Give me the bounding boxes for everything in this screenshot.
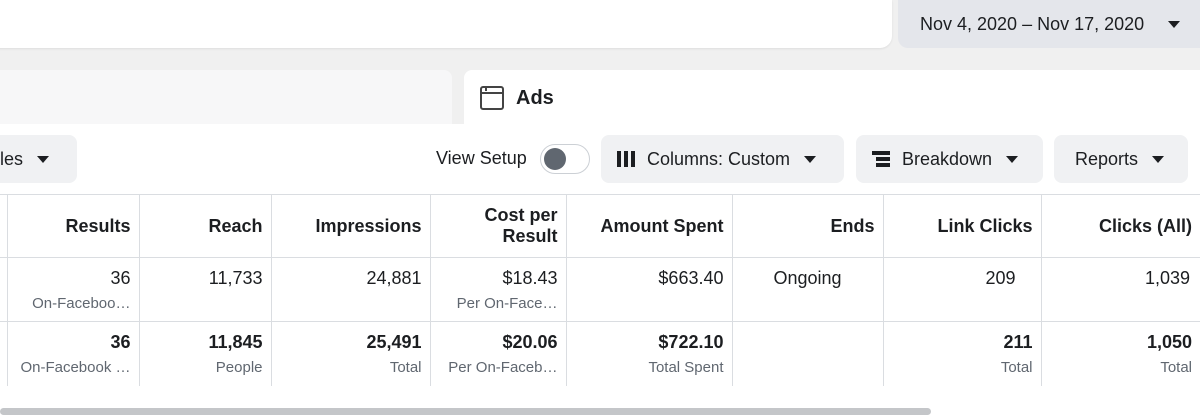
cell-value: $722.10: [658, 332, 724, 352]
chevron-down-icon: [1152, 155, 1165, 163]
columns-icon: [617, 151, 635, 167]
tab-ad-sets[interactable]: [0, 70, 452, 126]
date-range-picker[interactable]: Nov 4, 2020 – Nov 17, 2020: [898, 0, 1200, 48]
cell-value: 211: [1003, 332, 1033, 352]
table-cell: 209: [883, 257, 1042, 322]
search-bar[interactable]: [0, 0, 892, 48]
cell-value: $18.43: [502, 268, 558, 288]
view-setup-label: View Setup: [436, 148, 527, 168]
cell-subtext: Total: [389, 359, 422, 376]
ad-window-icon: [480, 86, 504, 110]
cell-value: $20.06: [502, 332, 558, 352]
columns-button[interactable]: Columns: Custom: [601, 135, 844, 183]
table-cell: $663.40: [566, 257, 733, 322]
toggle-knob: [544, 148, 566, 170]
cell-subtext: On-Facebook …: [20, 359, 131, 376]
rules-button-label: ules: [0, 148, 24, 169]
column-header[interactable]: Impressions: [271, 194, 431, 258]
table-cell: 25,491 Total: [271, 321, 431, 386]
table-cell: 211 Total: [883, 321, 1042, 386]
cell-subtext: Per On-Face…: [456, 295, 558, 312]
tab-ads[interactable]: Ads: [464, 70, 1200, 126]
cell-value: Ongoing: [773, 268, 842, 288]
view-setup-toggle[interactable]: [540, 144, 590, 174]
ads-table-panel: ules View Setup Columns: Custom Breakdow…: [0, 124, 1200, 415]
toolbar: ules View Setup Columns: Custom Breakdow…: [0, 124, 1200, 194]
cell-value: 11,845: [208, 332, 263, 352]
chevron-down-icon: [1006, 155, 1019, 163]
cell-value: 209: [985, 268, 1016, 288]
column-header[interactable]: Reach: [139, 194, 272, 258]
columns-button-label: Columns: Custom: [647, 148, 791, 169]
breakdown-button-label: Breakdown: [902, 148, 993, 169]
cell-value: 25,491: [366, 332, 422, 352]
table-cell: [0, 321, 8, 386]
reports-button-label: Reports: [1075, 148, 1139, 169]
cell-value: $663.40: [658, 268, 724, 288]
table-cell: $18.43 Per On-Face…: [430, 257, 567, 322]
table-cell: 1,050 Total: [1041, 321, 1200, 386]
horizontal-scrollbar[interactable]: [0, 408, 931, 415]
chevron-down-icon: [804, 155, 817, 163]
column-header[interactable]: Link Clicks: [883, 194, 1042, 258]
cell-subtext: Total: [1000, 359, 1033, 376]
rules-button[interactable]: ules: [0, 135, 77, 183]
table-cell: $722.10 Total Spent: [566, 321, 733, 386]
ads-table: Results Reach Impressions Cost per Resul…: [0, 194, 1200, 386]
tab-ads-label: Ads: [516, 86, 554, 109]
cell-value: 36: [110, 268, 131, 288]
breakdown-button[interactable]: Breakdown: [856, 135, 1043, 183]
table-cell: Ongoing: [732, 257, 884, 322]
column-header-name[interactable]: [0, 194, 8, 258]
column-header[interactable]: Ends: [732, 194, 884, 258]
date-range-label: Nov 4, 2020 – Nov 17, 2020: [920, 13, 1145, 34]
chevron-down-icon: [1168, 20, 1181, 28]
cell-subtext: Per On-Faceb…: [448, 359, 558, 376]
table-row[interactable]: 36 On-Faceboo… 11,733 24,881 $18.43 Per On…: [0, 257, 1200, 322]
table-cell: 1,039: [1041, 257, 1200, 322]
table-cell: 24,881: [271, 257, 431, 322]
cell-value: 1,050: [1146, 332, 1192, 352]
cell-subtext: People: [215, 359, 263, 376]
column-header[interactable]: Cost per Result: [430, 194, 567, 258]
breakdown-icon: [872, 151, 890, 167]
cell-subtext: Total: [1160, 359, 1192, 376]
table-cell: 11,845 People: [139, 321, 272, 386]
cell-value: 36: [110, 332, 131, 352]
column-header[interactable]: Results: [7, 194, 140, 258]
chevron-down-icon: [37, 155, 50, 163]
reports-button[interactable]: Reports: [1054, 135, 1188, 183]
table-cell: 36 On-Facebook …: [7, 321, 140, 386]
cell-value: 24,881: [366, 268, 422, 288]
cell-subtext: On-Faceboo…: [32, 295, 131, 312]
table-cell: [732, 321, 884, 386]
cell-subtext: Total Spent: [648, 359, 724, 376]
cell-value: 1,039: [1144, 268, 1190, 288]
table-cell: 36 On-Faceboo…: [7, 257, 140, 322]
column-header[interactable]: Amount Spent: [566, 194, 733, 258]
table-totals-row: 36 On-Facebook … 11,845 People 25,491 Total…: [0, 321, 1200, 386]
table-cell: [0, 257, 8, 322]
table-cell: 11,733: [139, 257, 272, 322]
table-cell: $20.06 Per On-Faceb…: [430, 321, 567, 386]
cell-value: 11,733: [208, 268, 263, 288]
column-header[interactable]: Clicks (All): [1041, 194, 1200, 258]
table-header-row: Results Reach Impressions Cost per Resul…: [0, 194, 1200, 258]
